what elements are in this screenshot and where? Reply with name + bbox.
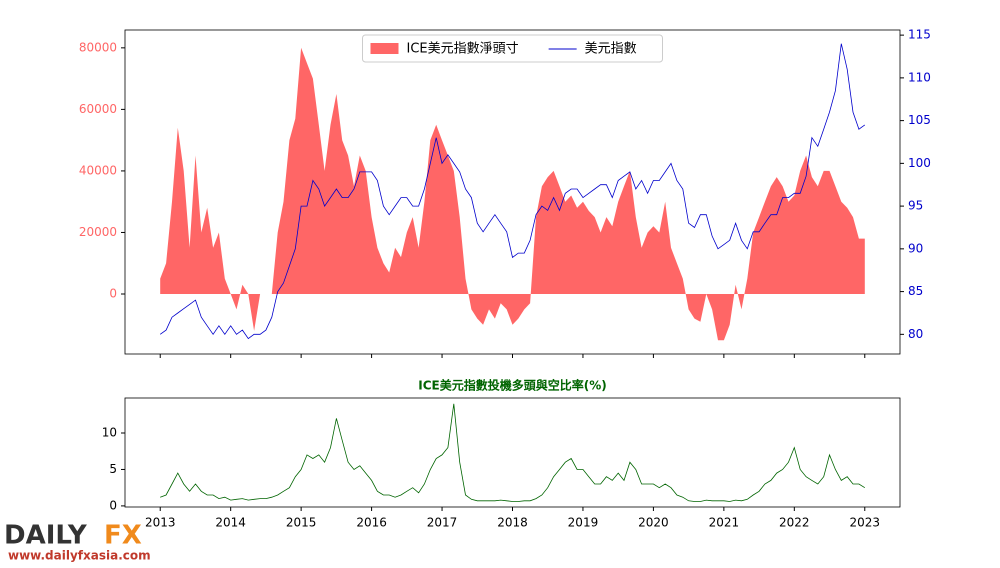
plot-frame <box>124 29 901 355</box>
legend-swatch <box>370 43 399 54</box>
y-tick-label: 80000 <box>79 40 117 54</box>
y2-tick-label: 85 <box>908 284 923 298</box>
x-tick-label: 2021 <box>709 516 740 530</box>
legend-label: ICE美元指數淨頭寸 <box>407 42 519 57</box>
plot-frame <box>124 397 901 508</box>
y-tick-label: 20000 <box>79 225 117 239</box>
y-tick-label: 40000 <box>79 163 117 177</box>
y-tick-label: 0 <box>109 498 117 512</box>
y-tick-label: 10 <box>102 425 117 439</box>
x-tick-label: 2020 <box>638 516 669 530</box>
series-line <box>160 403 866 502</box>
x-tick-label: 2023 <box>849 516 880 530</box>
x-tick-label: 2019 <box>568 516 599 530</box>
x-tick-label: 2016 <box>356 516 387 530</box>
logo-left: DAILY <box>4 521 88 551</box>
y-tick-label: 0 <box>109 287 117 301</box>
x-tick-label: 2018 <box>497 516 528 530</box>
y-tick-label: 60000 <box>79 102 117 116</box>
x-tick-label: 2017 <box>427 516 458 530</box>
y-tick-label: 5 <box>109 462 117 476</box>
legend-label: 美元指數 <box>585 42 637 57</box>
logo-url: www.dailyfxasia.com <box>8 549 151 563</box>
y2-tick-label: 115 <box>908 28 931 42</box>
x-tick-label: 2013 <box>145 516 176 530</box>
y2-tick-label: 105 <box>908 113 931 127</box>
logo-right: FX <box>104 521 142 551</box>
legend-box <box>362 34 663 63</box>
x-tick-label: 2022 <box>779 516 810 530</box>
y2-tick-label: 90 <box>908 241 923 255</box>
panel-title: ICE美元指數投機多頭與空比率(%) <box>418 378 606 393</box>
y2-tick-label: 80 <box>908 327 923 341</box>
net-position-area <box>160 47 865 341</box>
x-tick-label: 2015 <box>286 516 317 530</box>
y2-tick-label: 110 <box>908 70 931 84</box>
x-tick-label: 2014 <box>215 516 246 530</box>
y2-tick-label: 95 <box>908 199 923 213</box>
y2-tick-label: 100 <box>908 156 931 170</box>
series-line <box>159 43 866 340</box>
